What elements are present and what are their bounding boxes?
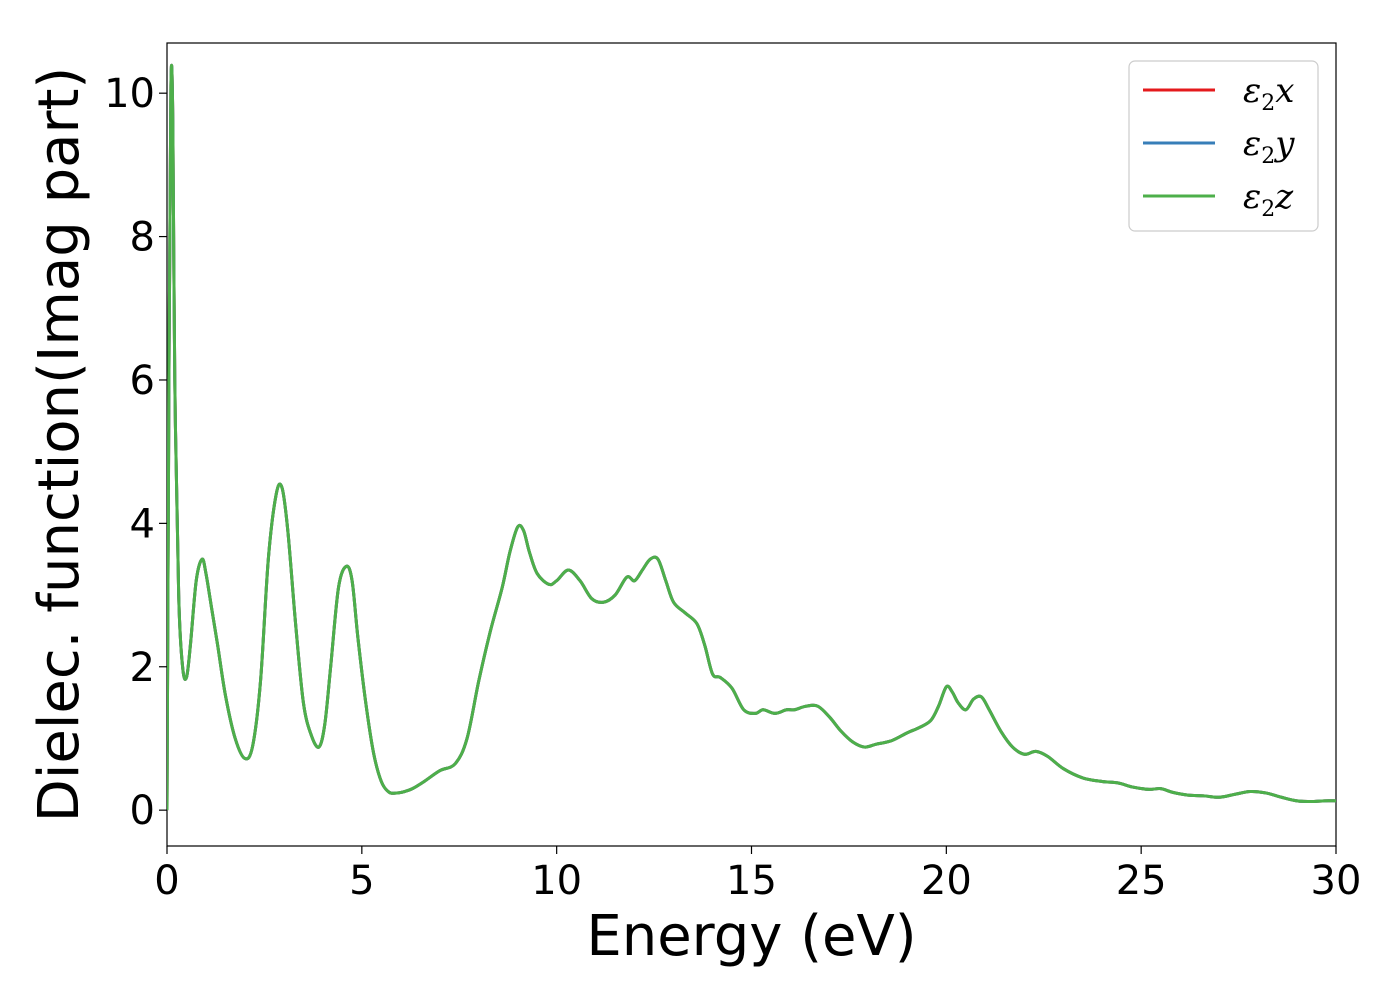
axes: 0 5 10 15 20 25 30 0 2 4 6 8 10 bbox=[104, 42, 1362, 904]
x-tick-label: 0 bbox=[154, 858, 179, 904]
x-axis-title: Energy (eV) bbox=[586, 904, 916, 969]
y-tick-label: 6 bbox=[130, 358, 155, 404]
x-tick-label: 30 bbox=[1311, 858, 1362, 904]
y-tick-label: 4 bbox=[130, 501, 155, 547]
series-line-z bbox=[167, 63, 1336, 811]
y-tick-label: 2 bbox=[130, 645, 155, 691]
legend-entry-label: ε2y bbox=[1243, 124, 1295, 169]
legend-entry-label: ε2z bbox=[1243, 177, 1294, 222]
series-lines bbox=[167, 63, 1336, 811]
y-tick-label: 8 bbox=[130, 215, 155, 261]
x-tick-label: 25 bbox=[1116, 858, 1167, 904]
x-tick-label: 15 bbox=[726, 858, 777, 904]
y-tick-label: 10 bbox=[104, 71, 155, 117]
y-tick-label: 0 bbox=[130, 788, 155, 834]
x-tick-label: 20 bbox=[921, 858, 972, 904]
y-axis-title: Dielec. function(Imag part) bbox=[27, 67, 92, 823]
x-tick-label: 10 bbox=[531, 858, 582, 904]
x-tick-label: 5 bbox=[349, 858, 374, 904]
legend-entry-label: ε2x bbox=[1243, 71, 1294, 116]
legend-box bbox=[1128, 60, 1319, 232]
legend: ε2x ε2y ε2z bbox=[1128, 60, 1319, 232]
